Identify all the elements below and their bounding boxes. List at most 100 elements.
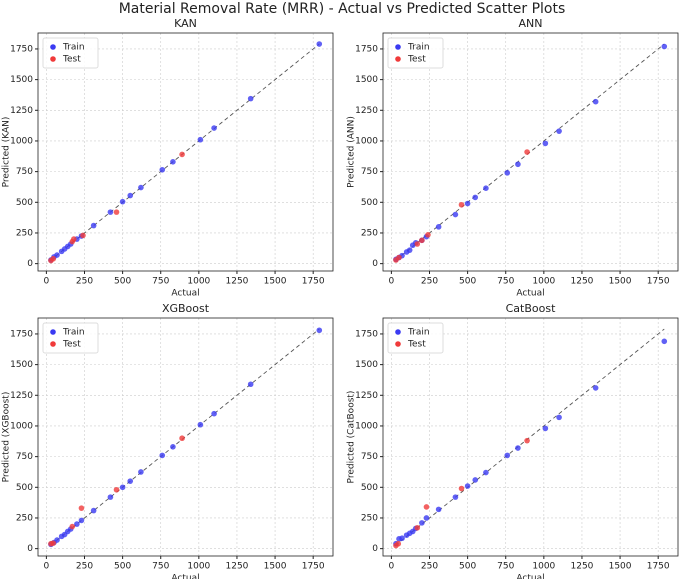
y-tick-label: 1750 <box>355 329 378 339</box>
data-point <box>107 209 114 215</box>
x-tick-label: 1250 <box>226 562 249 572</box>
y-tick-label: 750 <box>361 452 378 462</box>
data-point <box>138 469 144 475</box>
data-point <box>170 159 176 165</box>
data-point <box>113 209 120 215</box>
x-tick-label: 1000 <box>532 562 555 572</box>
identity-line <box>50 328 320 546</box>
x-tick-label: 1500 <box>264 277 287 287</box>
data-point <box>90 507 97 514</box>
data-point <box>78 505 85 511</box>
data-point <box>542 425 549 432</box>
legend-box <box>387 322 444 354</box>
x-axis-label: Actual <box>516 289 544 299</box>
y-tick-label: 1000 <box>10 136 33 146</box>
x-tick-label: 1000 <box>187 562 210 572</box>
y-tick-label: 750 <box>16 452 33 462</box>
data-point <box>90 222 97 229</box>
y-axis-label: Predicted (KAN) <box>2 117 12 188</box>
data-point <box>425 232 431 238</box>
x-tick-label: 1000 <box>187 277 210 287</box>
data-point <box>504 452 511 459</box>
y-tick-label: 750 <box>16 167 33 177</box>
y-tick-label: 500 <box>16 483 33 493</box>
data-point <box>464 483 471 489</box>
y-tick-label: 1750 <box>355 44 378 54</box>
figure-title: Material Removal Rate (MRR) - Actual vs … <box>119 1 566 17</box>
legend-marker <box>50 56 56 62</box>
data-point <box>483 469 489 476</box>
data-point <box>159 452 166 459</box>
data-point <box>247 95 254 102</box>
data-point <box>661 43 668 50</box>
data-point <box>556 414 562 421</box>
x-tick-label: 500 <box>114 277 131 287</box>
x-tick-label: 1500 <box>609 562 632 572</box>
legend-label: Test <box>62 55 81 65</box>
data-point <box>524 437 530 444</box>
data-point <box>127 478 134 484</box>
x-tick-label: 1750 <box>302 277 325 287</box>
y-tick-label: 0 <box>27 544 33 554</box>
legend-label: Test <box>62 340 81 350</box>
data-point <box>406 247 413 253</box>
plot-frame <box>382 32 679 272</box>
legend-label: Train <box>407 43 430 53</box>
legend-box <box>42 37 99 69</box>
x-tick-label: 1750 <box>302 562 325 572</box>
data-point <box>113 486 120 493</box>
data-point <box>316 41 323 47</box>
data-point <box>592 98 599 105</box>
data-point <box>472 194 479 201</box>
x-tick-label: 750 <box>152 562 169 572</box>
plot-frame <box>37 317 334 557</box>
data-point <box>515 445 521 451</box>
data-point <box>452 211 459 218</box>
data-point <box>458 201 465 208</box>
y-tick-label: 1750 <box>10 44 33 54</box>
data-point <box>423 504 430 510</box>
y-tick-label: 1000 <box>355 421 378 431</box>
data-point <box>452 494 459 500</box>
x-tick-label: 1500 <box>609 277 632 287</box>
data-point <box>435 506 442 513</box>
data-point <box>71 236 77 242</box>
x-tick-label: 750 <box>497 562 514 572</box>
y-tick-label: 500 <box>361 483 378 493</box>
data-point <box>419 237 425 244</box>
data-point <box>414 524 421 531</box>
legend-marker <box>395 329 401 335</box>
y-tick-label: 0 <box>27 259 33 269</box>
y-tick-label: 250 <box>16 228 33 238</box>
data-point <box>80 232 86 239</box>
y-tick-label: 1500 <box>10 75 33 85</box>
x-tick-label: 250 <box>76 562 93 572</box>
data-point <box>524 149 530 155</box>
plot-frame <box>37 32 334 272</box>
y-tick-label: 1000 <box>10 421 33 431</box>
data-point <box>119 484 126 491</box>
x-tick-label: 1750 <box>647 277 670 287</box>
legend-marker <box>50 44 56 50</box>
data-point <box>661 338 668 345</box>
data-point <box>107 494 114 500</box>
legend-marker <box>395 44 401 50</box>
x-tick-label: 0 <box>44 277 50 287</box>
y-tick-label: 1500 <box>355 75 378 85</box>
data-point <box>138 184 144 191</box>
x-axis-label: Actual <box>516 574 544 579</box>
data-point <box>50 255 57 262</box>
identity-line <box>394 328 665 546</box>
data-point <box>542 140 549 147</box>
identity-line <box>395 43 665 261</box>
x-tick-label: 1250 <box>571 562 594 572</box>
data-point <box>472 477 479 483</box>
data-point <box>423 515 430 521</box>
legend-marker <box>395 56 401 62</box>
data-point <box>54 537 60 543</box>
y-tick-label: 250 <box>361 228 378 238</box>
x-axis-label: Actual <box>171 574 199 579</box>
data-point <box>399 535 405 542</box>
identity-line <box>49 43 320 261</box>
y-tick-label: 1250 <box>10 391 33 401</box>
